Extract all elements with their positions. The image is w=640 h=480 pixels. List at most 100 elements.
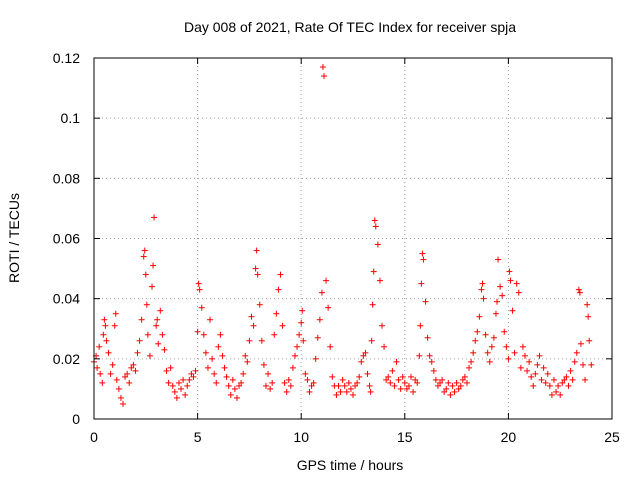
data-point	[320, 73, 327, 80]
data-point	[256, 301, 263, 308]
data-point	[424, 334, 431, 341]
data-point	[138, 316, 145, 323]
data-point	[233, 394, 240, 401]
data-point	[381, 343, 388, 350]
data-point	[383, 376, 390, 383]
data-point	[115, 385, 122, 392]
data-point	[506, 268, 513, 275]
data-point	[100, 331, 107, 338]
data-point	[277, 271, 284, 278]
data-point	[468, 358, 475, 365]
data-point	[253, 247, 260, 254]
data-point	[495, 256, 502, 263]
data-point	[497, 283, 504, 290]
data-point	[341, 382, 348, 389]
data-point	[101, 316, 108, 323]
data-point	[323, 277, 330, 284]
data-point	[242, 352, 249, 359]
data-point	[343, 388, 350, 395]
data-point	[180, 376, 187, 383]
data-point	[569, 376, 576, 383]
data-point	[538, 376, 545, 383]
data-point	[327, 343, 334, 350]
data-point	[399, 373, 406, 380]
y-tick-label: 0.06	[53, 231, 80, 247]
data-point	[291, 352, 298, 359]
data-point	[143, 301, 150, 308]
data-point	[238, 379, 245, 386]
data-point	[553, 388, 560, 395]
data-point	[285, 376, 292, 383]
data-point	[97, 370, 104, 377]
data-point	[219, 352, 226, 359]
data-point	[379, 322, 386, 329]
x-tick-label: 15	[397, 429, 413, 445]
data-point	[296, 331, 303, 338]
data-point	[267, 385, 274, 392]
data-point	[350, 391, 356, 398]
data-point	[567, 367, 574, 374]
data-point	[132, 367, 139, 374]
data-point	[371, 217, 378, 224]
data-point	[488, 343, 495, 350]
data-point	[281, 379, 288, 386]
data-point	[250, 322, 257, 329]
data-point	[265, 370, 272, 377]
data-point	[112, 310, 119, 317]
x-tick-label: 20	[501, 429, 517, 445]
data-point	[461, 373, 468, 380]
data-point	[225, 382, 232, 389]
data-point	[472, 337, 479, 344]
x-tick-labels: 0 5 10 15 20 25	[90, 429, 620, 445]
data-point	[575, 286, 582, 293]
data-point	[178, 385, 185, 392]
data-point	[236, 382, 243, 389]
y-tick-labels: 0 0.02 0.04 0.06 0.08 0.1 0.12	[53, 50, 80, 427]
data-point	[120, 400, 127, 407]
data-point	[478, 286, 485, 293]
data-point	[356, 373, 363, 380]
data-point	[484, 349, 491, 356]
y-tick-label: 0	[72, 411, 80, 427]
data-point	[486, 358, 493, 365]
data-point	[524, 367, 531, 374]
axis-ticks	[93, 57, 613, 420]
data-point	[347, 385, 354, 392]
data-point	[229, 376, 236, 383]
data-point	[561, 376, 568, 383]
data-point	[184, 382, 191, 389]
data-point	[287, 382, 294, 389]
data-point	[122, 373, 129, 380]
data-point	[154, 316, 161, 323]
data-point	[217, 331, 224, 338]
data-point	[244, 358, 251, 365]
data-point	[142, 271, 149, 278]
data-point	[316, 316, 323, 323]
data-point	[445, 379, 452, 386]
data-point	[389, 367, 396, 374]
data-point	[521, 352, 528, 359]
data-point	[412, 376, 419, 383]
data-point	[337, 388, 344, 395]
data-point	[579, 361, 586, 368]
data-point	[372, 223, 379, 230]
data-point	[405, 382, 412, 389]
data-point	[494, 298, 501, 305]
data-point	[200, 331, 207, 338]
data-point	[182, 391, 189, 398]
data-point	[151, 214, 158, 221]
data-point	[367, 388, 374, 395]
data-point	[188, 370, 195, 377]
data-point	[134, 349, 141, 356]
data-point	[171, 388, 178, 395]
data-point	[503, 343, 510, 350]
data-point	[505, 355, 512, 362]
data-point	[368, 337, 375, 344]
y-tick-label: 0.08	[53, 170, 80, 186]
data-point	[304, 376, 311, 383]
data-point	[526, 358, 533, 365]
data-point	[111, 322, 118, 329]
data-point	[451, 388, 458, 395]
data-point	[325, 304, 332, 311]
data-point	[312, 355, 319, 362]
